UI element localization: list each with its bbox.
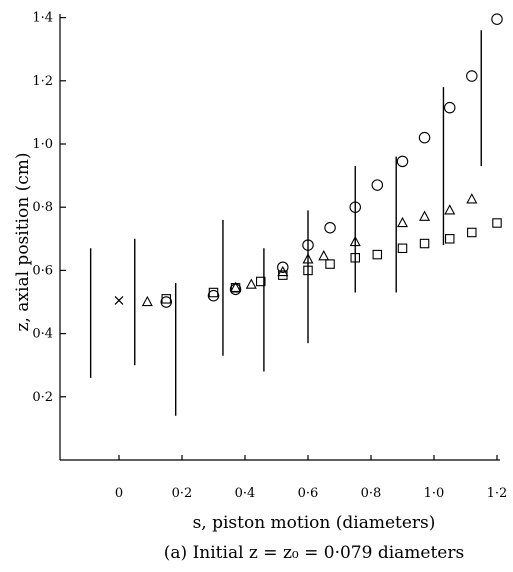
square-point [161,294,172,304]
triangle-point [419,210,431,221]
square-point [303,265,313,276]
triangle-point [349,235,361,247]
circle-point [229,283,242,296]
square-point [325,259,335,269]
circle-point [371,179,384,191]
square-point [278,270,288,280]
circle-point [466,70,478,82]
triangle-point [141,295,153,307]
triangle-point [302,253,314,264]
square-point [208,287,219,298]
y-tick-label: 0·2 [32,390,53,405]
circle-point [207,289,220,302]
x-ticks: 0 0·2 0·4 0·6 0·8 1·0 1·2 [115,455,507,501]
data-points [114,13,503,308]
circle-point [349,201,361,213]
x-tick-label: 0·4 [235,486,256,501]
circle-point [277,261,289,273]
y-ticks: 0·2 0·4 0·6 0·8 1·0 1·2 1·4 [32,11,66,405]
y-tick-label: 0·8 [32,200,53,215]
square-point [467,227,477,238]
circle-point [396,155,409,168]
circle-point [418,131,431,144]
circle-point [160,296,173,308]
y-tick-label: 0·4 [32,327,53,342]
square-point [372,249,383,260]
y-tick-label: 1·0 [32,137,53,152]
x-tick-label: 0·8 [361,486,382,501]
triangle-point [318,250,330,261]
x-tick-label: 1·2 [487,486,508,501]
square-point [492,218,502,228]
square-point [230,283,241,293]
y-tick-label: 0·6 [32,263,53,278]
x-tick-label: 1·0 [424,486,445,501]
range-bars [89,30,482,416]
x-tick-label: 0 [115,486,123,501]
cross-stroke [114,295,124,305]
square-point [397,243,408,254]
square-point [419,238,430,249]
triangle-point [230,281,242,292]
square-point [350,253,360,263]
circle-point [491,13,503,25]
axes [59,14,500,461]
triangle-point [396,216,409,228]
triangle-point [245,278,257,289]
triangle-point [444,204,456,215]
y-tick-label: 1·4 [32,11,53,26]
circle-point [443,101,456,114]
y-tick-label: 1·2 [32,74,53,89]
triangle-point [466,193,478,204]
y-axis-title: z, axial position (cm) [13,153,33,332]
x-axis-title: s, piston motion (diameters) [193,513,436,533]
figure-caption: (a) Initial z = z₀ = 0·079 diameters [164,543,464,563]
x-tick-label: 0·6 [298,486,319,501]
x-tick-label: 0·2 [172,486,193,501]
circle-point [302,239,314,251]
square-point [255,276,266,287]
square-point [444,234,455,244]
cross-point [114,295,124,305]
circle-point [324,221,336,234]
